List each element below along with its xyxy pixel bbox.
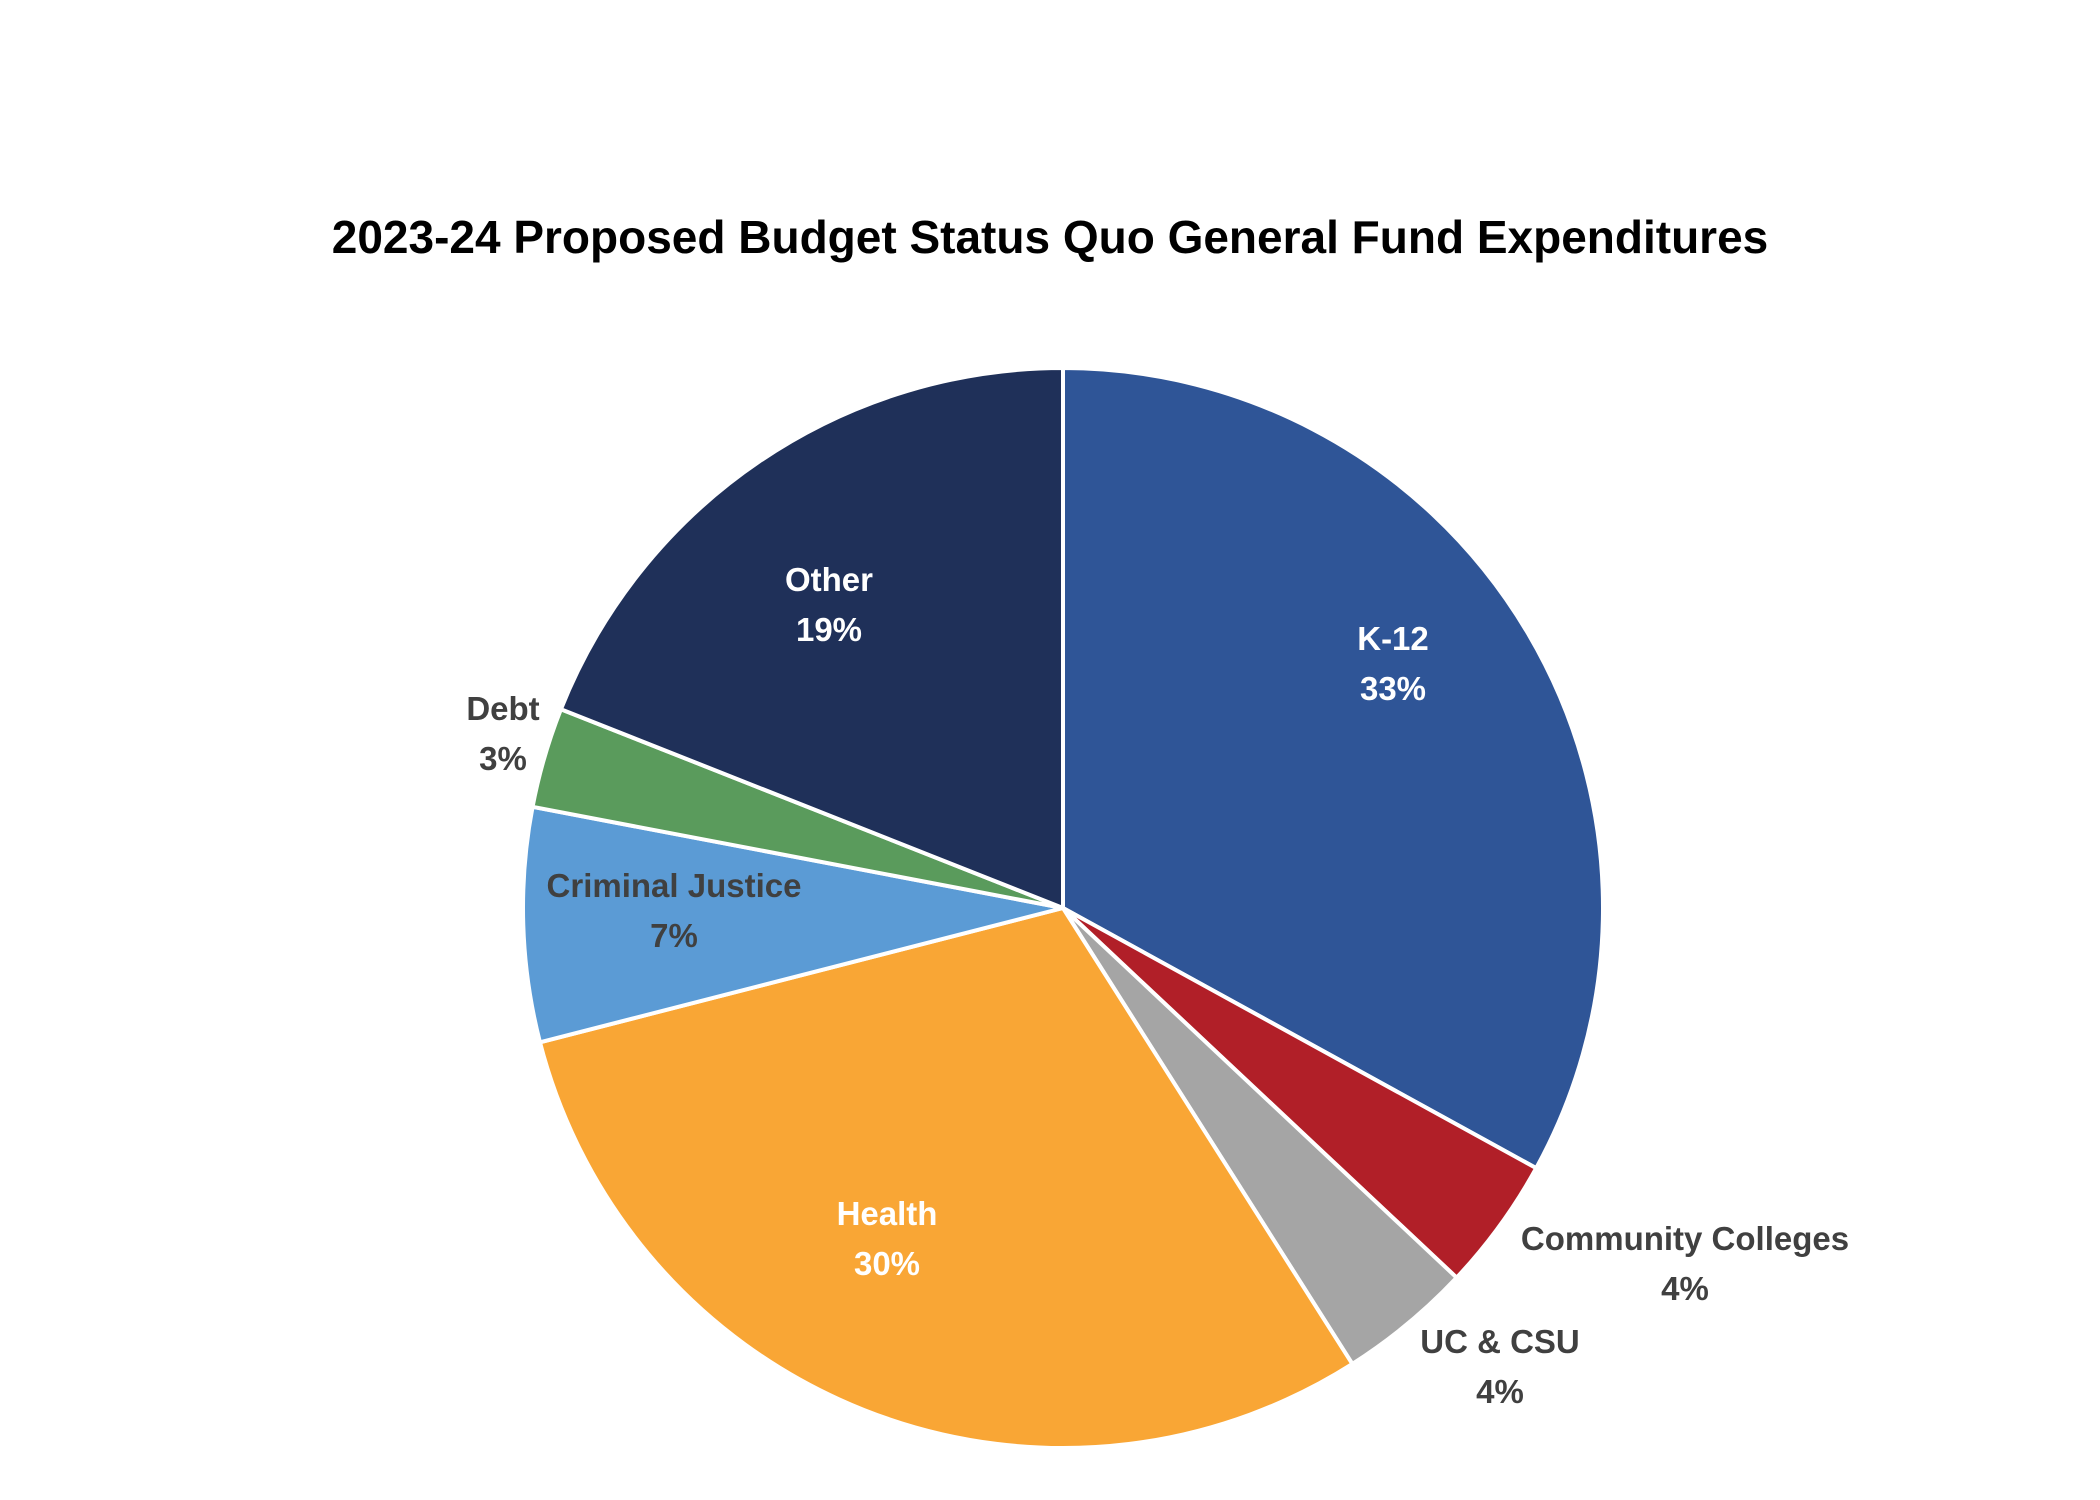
slice-label-k-12: K-12 33% [1357,620,1429,707]
pie-labels: K-12 33% Community Colleges 4% UC & CSU 4% Hea… [466,561,1849,1410]
chart-title: 2023-24 Proposed Budget Status Quo Gener… [331,211,1769,263]
slice-name-health: Health [837,1195,938,1232]
slice-name-other: Other [785,561,873,598]
slice-name-community-colleges: Community Colleges [1521,1220,1849,1257]
slice-value-other: 19% [796,611,862,648]
slice-value-uc-csu: 4% [1476,1373,1524,1410]
slice-value-k-12: 33% [1360,670,1426,707]
slice-label-debt: Debt 3% [466,690,539,777]
slice-label-criminal-justice: Criminal Justice 7% [547,867,802,954]
pie-slice-k-12 [1061,366,1606,1171]
slice-label-other: Other 19% [785,561,873,648]
slice-label-community-colleges: Community Colleges 4% [1521,1220,1849,1307]
slice-name-debt: Debt [466,690,539,727]
slice-value-community-colleges: 4% [1661,1270,1709,1307]
slice-value-health: 30% [854,1245,920,1282]
pie-slice-other [558,366,1065,910]
pie-slice-criminal-justice [521,804,1065,1045]
slice-label-uc-csu: UC & CSU 4% [1420,1323,1580,1410]
slice-name-uc-csu: UC & CSU [1420,1323,1580,1360]
slice-name-k-12: K-12 [1357,620,1429,657]
pie-slices [521,366,1606,1451]
slice-value-criminal-justice: 7% [650,917,698,954]
pie-slice-health [537,906,1355,1451]
slice-name-criminal-justice: Criminal Justice [547,867,802,904]
slice-label-health: Health 30% [837,1195,938,1282]
slice-value-debt: 3% [479,740,527,777]
